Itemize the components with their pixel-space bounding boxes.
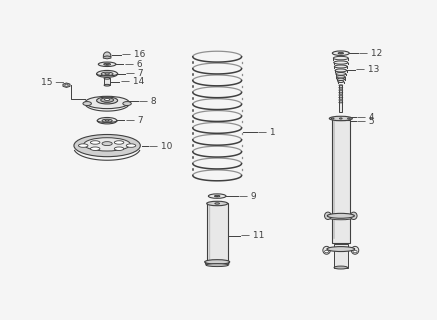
Ellipse shape [347, 118, 350, 119]
Ellipse shape [104, 99, 110, 100]
FancyBboxPatch shape [334, 244, 347, 268]
Ellipse shape [339, 85, 343, 86]
Ellipse shape [339, 90, 343, 91]
Text: — 6: — 6 [125, 60, 142, 69]
Ellipse shape [339, 102, 343, 103]
Ellipse shape [338, 81, 344, 83]
Polygon shape [97, 74, 118, 76]
Text: — 7: — 7 [126, 69, 144, 78]
Ellipse shape [353, 250, 357, 253]
FancyBboxPatch shape [337, 117, 344, 147]
Ellipse shape [104, 63, 111, 65]
Ellipse shape [104, 84, 110, 86]
Ellipse shape [336, 76, 345, 78]
Text: — 13: — 13 [357, 65, 380, 75]
Ellipse shape [334, 65, 347, 68]
Polygon shape [97, 121, 117, 123]
Ellipse shape [90, 141, 100, 144]
Text: — 1: — 1 [258, 128, 276, 137]
Ellipse shape [350, 212, 357, 220]
Text: 15 —: 15 — [42, 78, 65, 87]
Ellipse shape [337, 78, 344, 80]
Ellipse shape [101, 98, 114, 102]
Ellipse shape [339, 97, 343, 98]
Ellipse shape [336, 73, 346, 75]
Ellipse shape [325, 212, 331, 220]
Ellipse shape [102, 119, 112, 122]
Ellipse shape [79, 144, 88, 147]
Polygon shape [104, 78, 110, 85]
Ellipse shape [114, 141, 124, 144]
Ellipse shape [207, 201, 228, 206]
Text: — 14: — 14 [121, 77, 144, 86]
Ellipse shape [97, 97, 118, 104]
Text: — 5: — 5 [357, 117, 375, 126]
Ellipse shape [339, 87, 343, 88]
Ellipse shape [104, 55, 111, 57]
Ellipse shape [215, 203, 219, 204]
Polygon shape [63, 83, 70, 87]
Ellipse shape [206, 264, 229, 267]
Ellipse shape [215, 195, 220, 197]
Text: — 9: — 9 [239, 192, 257, 201]
Ellipse shape [338, 52, 343, 54]
Ellipse shape [105, 73, 110, 75]
Ellipse shape [97, 117, 117, 124]
Ellipse shape [102, 142, 112, 146]
Text: — 16: — 16 [122, 51, 146, 60]
FancyBboxPatch shape [332, 120, 350, 243]
Ellipse shape [334, 61, 348, 64]
Ellipse shape [65, 84, 68, 86]
Text: — 7: — 7 [126, 116, 143, 125]
Text: — 12: — 12 [359, 49, 382, 58]
Ellipse shape [205, 260, 230, 264]
Text: — 11: — 11 [241, 231, 264, 240]
Ellipse shape [325, 250, 329, 253]
Ellipse shape [123, 101, 131, 106]
Ellipse shape [83, 101, 91, 106]
Ellipse shape [351, 246, 359, 254]
Ellipse shape [323, 246, 330, 254]
Text: — 8: — 8 [139, 97, 156, 106]
Ellipse shape [208, 194, 226, 198]
Ellipse shape [331, 118, 334, 119]
FancyBboxPatch shape [340, 85, 342, 112]
Text: — 10: — 10 [149, 142, 173, 151]
Ellipse shape [97, 70, 118, 77]
Ellipse shape [104, 77, 110, 79]
Ellipse shape [334, 266, 347, 269]
Ellipse shape [101, 72, 113, 76]
Text: — 4: — 4 [357, 113, 375, 122]
Ellipse shape [85, 96, 129, 108]
Ellipse shape [340, 118, 342, 119]
Ellipse shape [327, 213, 354, 218]
Ellipse shape [339, 95, 343, 96]
Ellipse shape [74, 134, 140, 157]
Ellipse shape [90, 147, 100, 150]
Ellipse shape [333, 56, 348, 60]
Ellipse shape [335, 69, 347, 72]
Ellipse shape [103, 98, 111, 102]
Ellipse shape [126, 144, 136, 147]
Ellipse shape [205, 262, 229, 266]
Ellipse shape [339, 92, 343, 93]
Ellipse shape [98, 62, 116, 67]
Ellipse shape [106, 64, 108, 65]
Ellipse shape [327, 247, 355, 252]
Ellipse shape [328, 216, 354, 220]
Ellipse shape [333, 51, 349, 55]
Ellipse shape [114, 147, 124, 150]
Ellipse shape [84, 138, 130, 151]
Polygon shape [103, 56, 111, 59]
Ellipse shape [329, 116, 352, 121]
Polygon shape [207, 204, 228, 263]
Ellipse shape [105, 120, 109, 121]
